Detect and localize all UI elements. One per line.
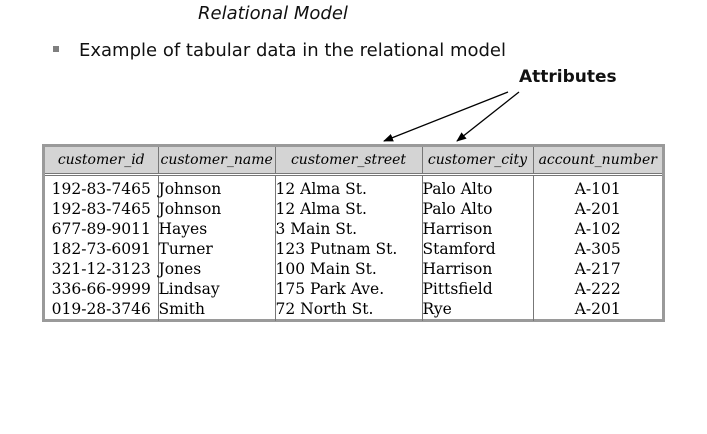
table-body: 192-83-7465 Johnson 12 Alma St. Palo Alto A-… (45, 174, 662, 321)
table-cell-customer-street: 12 Alma St. (275, 174, 423, 199)
table-cell-customer-name: Turner (158, 239, 276, 259)
table-cell-customer-city: Pittsfield (422, 279, 534, 299)
table-cell-account-number: A-305 (574, 240, 621, 258)
table-cell-customer-city: Rye (422, 299, 534, 321)
table-row: 182-73-6091 Turner 123 Putnam St. Stamford A… (45, 239, 662, 259)
table-cell-customer-city: Palo Alto (422, 174, 534, 199)
table-cell-customer-name: Jones (158, 259, 276, 279)
table-cell-account-number: A-217 (574, 260, 621, 278)
column-header-customer-id: customer_id (45, 147, 159, 176)
table-cell-account-number: A-201 (574, 300, 621, 318)
table-cell-customer-id: 192-83-7465 (45, 174, 159, 199)
table-cell-customer-name: Johnson (158, 174, 276, 199)
table-cell-customer-id: 336-66-9999 (45, 279, 159, 299)
customer-relation-table: customer_id customer_name customer_street c… (45, 147, 662, 321)
table-cell-customer-name: Smith (158, 299, 276, 321)
table-cell-account-number: A-102 (574, 220, 621, 238)
table-cell-customer-street: 175 Park Ave. (275, 279, 423, 299)
table-cell-customer-name: Johnson (158, 199, 276, 219)
bullet-marker (53, 46, 59, 52)
table-row: 677-89-9011 Hayes 3 Main St. Harrison A-102 (45, 219, 662, 239)
table-cell-customer-name: Lindsay (158, 279, 276, 299)
table-row: 019-28-3746 Smith 72 North St. Rye A-201 (45, 299, 662, 321)
table-cell-customer-street: 100 Main St. (275, 259, 423, 279)
table-row: 192-83-7465 Johnson 12 Alma St. Palo Alto A-… (45, 199, 662, 219)
column-header-customer-street: customer_street (275, 147, 423, 176)
table-cell-account-number: A-101 (574, 180, 621, 198)
table-cell-customer-name: Hayes (158, 219, 276, 239)
arrow-to-customer-city (456, 91, 520, 142)
attributes-label: Attributes (519, 67, 617, 87)
table-cell-customer-id: 321-12-3123 (45, 259, 159, 279)
table-row: 192-83-7465 Johnson 12 Alma St. Palo Alto A-… (45, 174, 662, 199)
table-cell-customer-id: 192-83-7465 (45, 199, 159, 219)
column-header-customer-name: customer_name (158, 147, 276, 176)
column-header-customer-city: customer_city (422, 147, 534, 176)
table-cell-customer-id: 677-89-9011 (45, 219, 159, 239)
table-cell-customer-id: 019-28-3746 (45, 299, 159, 321)
table-header-row: customer_id customer_name customer_street c… (45, 147, 662, 176)
table-cell-customer-street: 123 Putnam St. (275, 239, 423, 259)
table-row: 336-66-9999 Lindsay 175 Park Ave. Pittsfiel… (45, 279, 662, 299)
table-cell-account-number: A-222 (574, 280, 621, 298)
column-header-account-number: account_number (533, 147, 662, 176)
table-cell-customer-id: 182-73-6091 (45, 239, 159, 259)
relation-table-frame: customer_id customer_name customer_street c… (42, 144, 665, 322)
table-cell-account-number: A-201 (574, 200, 621, 218)
bullet-text: Example of tabular data in the relationa… (79, 40, 507, 61)
slide-title: Relational Model (198, 3, 348, 24)
table-row: 321-12-3123 Jones 100 Main St. Harrison A-21… (45, 259, 662, 279)
table-cell-customer-city: Harrison (422, 219, 534, 239)
table-cell-customer-city: Palo Alto (422, 199, 534, 219)
table-cell-customer-street: 3 Main St. (275, 219, 423, 239)
table-cell-customer-street: 72 North St. (275, 299, 423, 321)
table-cell-customer-city: Harrison (422, 259, 534, 279)
table-cell-customer-street: 12 Alma St. (275, 199, 423, 219)
arrow-to-customer-street (383, 91, 509, 142)
table-cell-customer-city: Stamford (422, 239, 534, 259)
